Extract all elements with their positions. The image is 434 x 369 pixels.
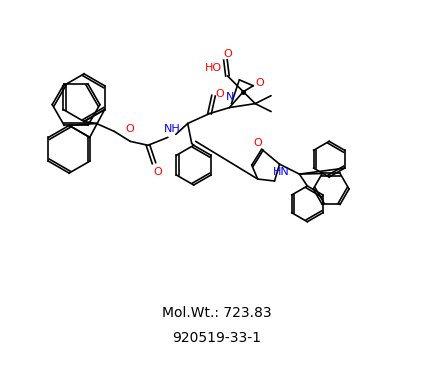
Text: O: O [126,124,135,134]
Text: HN: HN [273,167,290,177]
Text: O: O [256,78,265,88]
Text: HO: HO [205,63,222,73]
Text: 920519-33-1: 920519-33-1 [172,331,262,345]
Text: O: O [215,89,224,99]
Text: N: N [226,92,235,101]
Text: Mol.Wt.: 723.83: Mol.Wt.: 723.83 [162,306,272,320]
Text: O: O [223,49,232,59]
Text: O: O [253,138,262,148]
Text: NH: NH [164,124,180,134]
Text: O: O [154,167,162,177]
